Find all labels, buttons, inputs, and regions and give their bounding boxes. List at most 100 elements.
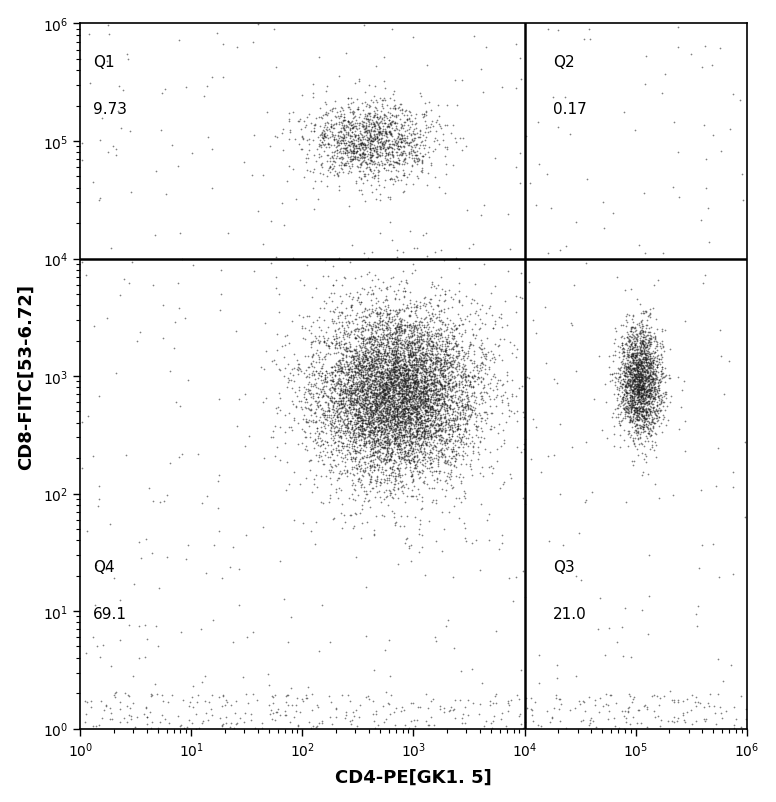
Point xyxy=(338,111,350,124)
Point xyxy=(365,374,378,387)
Point xyxy=(394,400,407,413)
Point xyxy=(363,397,376,410)
Point xyxy=(474,387,487,399)
Point xyxy=(363,143,376,156)
Point xyxy=(311,314,324,327)
Point xyxy=(648,368,660,381)
Point xyxy=(456,371,469,384)
Point xyxy=(350,362,362,375)
Point xyxy=(461,353,473,366)
Point xyxy=(404,330,416,343)
Point xyxy=(447,403,459,415)
Point xyxy=(632,385,644,398)
Point xyxy=(632,433,644,446)
Point xyxy=(435,431,448,444)
Point xyxy=(114,703,126,715)
Point xyxy=(554,245,566,257)
Point xyxy=(369,354,381,367)
Point xyxy=(369,341,382,354)
Point xyxy=(352,411,365,423)
Point xyxy=(389,425,401,438)
Point xyxy=(421,333,434,346)
Point xyxy=(445,390,458,403)
Point xyxy=(329,427,341,439)
Point xyxy=(353,149,365,162)
Point xyxy=(352,382,365,395)
Point xyxy=(397,387,409,400)
Point xyxy=(456,378,469,391)
Point xyxy=(659,387,671,399)
Point xyxy=(127,697,140,710)
Point xyxy=(404,431,416,444)
Point xyxy=(310,415,322,428)
Point xyxy=(387,366,400,379)
Point xyxy=(364,358,376,371)
Point xyxy=(643,387,655,399)
Point xyxy=(631,335,643,348)
Point xyxy=(383,472,395,485)
Point xyxy=(386,466,399,479)
Point xyxy=(410,343,422,356)
Point xyxy=(329,326,341,338)
Point xyxy=(420,425,432,438)
Point xyxy=(317,497,330,510)
Point xyxy=(614,376,626,389)
Point xyxy=(629,424,641,437)
Point xyxy=(379,338,392,351)
Point xyxy=(442,382,455,395)
Point xyxy=(258,452,271,465)
Point xyxy=(350,354,362,367)
Point xyxy=(220,711,232,724)
Point xyxy=(502,697,514,710)
Point xyxy=(431,363,444,376)
Point xyxy=(359,355,371,368)
Point xyxy=(344,394,356,407)
Point xyxy=(631,384,643,397)
Point xyxy=(397,353,410,366)
Point xyxy=(645,416,657,429)
Point xyxy=(630,403,643,415)
Point xyxy=(639,348,651,361)
Point xyxy=(411,336,424,349)
Point xyxy=(624,392,636,405)
Point xyxy=(416,422,428,435)
Point xyxy=(355,377,368,390)
Point xyxy=(378,395,390,407)
Point xyxy=(313,111,325,124)
Point xyxy=(331,355,344,368)
Point xyxy=(420,354,432,367)
Point xyxy=(327,382,339,395)
Point xyxy=(326,387,338,399)
Point xyxy=(184,695,196,708)
Point xyxy=(398,373,411,386)
Point xyxy=(359,376,371,389)
Point xyxy=(433,398,445,411)
Text: 21.0: 21.0 xyxy=(553,606,587,622)
Point xyxy=(403,395,415,408)
Point xyxy=(626,381,639,394)
Point xyxy=(422,401,435,414)
Point xyxy=(355,332,368,345)
Point xyxy=(305,125,317,138)
Point xyxy=(636,328,649,341)
Point xyxy=(628,332,640,345)
Point xyxy=(190,707,203,720)
Point xyxy=(338,400,350,413)
Point xyxy=(424,396,437,409)
Point xyxy=(376,113,388,126)
Point xyxy=(372,393,384,406)
Point xyxy=(632,374,645,387)
Point xyxy=(344,345,356,358)
Point xyxy=(392,131,404,144)
Point xyxy=(439,285,452,298)
Point xyxy=(352,155,364,168)
Point xyxy=(381,369,393,382)
Point xyxy=(388,365,400,378)
Point xyxy=(621,387,633,399)
Point xyxy=(643,384,656,397)
Point xyxy=(452,401,465,414)
Point xyxy=(448,450,460,463)
Point xyxy=(381,399,393,412)
Point xyxy=(462,371,474,383)
Point xyxy=(397,164,410,177)
